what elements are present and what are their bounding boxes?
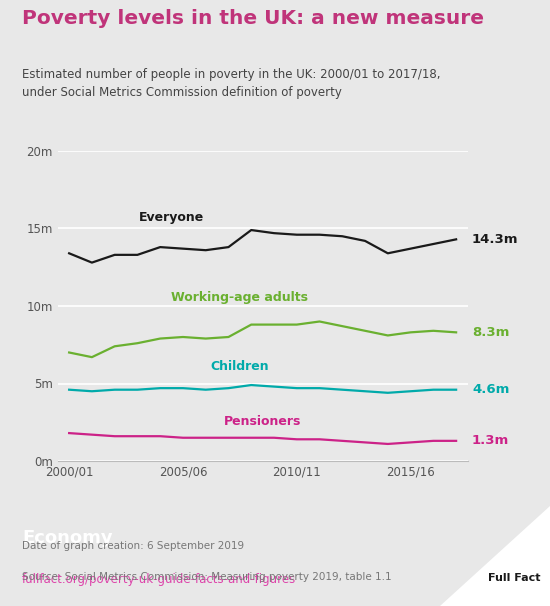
Text: 1.3m: 1.3m [472, 435, 509, 447]
Text: 14.3m: 14.3m [472, 233, 519, 246]
Text: fullfact.org/poverty-uk-guide-facts-and-figures: fullfact.org/poverty-uk-guide-facts-and-… [22, 573, 296, 585]
Text: 4.6m: 4.6m [472, 383, 509, 396]
Text: Everyone: Everyone [139, 211, 204, 224]
Text: Date of graph creation: 6 September 2019: Date of graph creation: 6 September 2019 [22, 541, 244, 551]
Text: Estimated number of people in poverty in the UK: 2000/01 to 2017/18,
under Socia: Estimated number of people in poverty in… [22, 68, 441, 99]
Text: Source: Social Metrics Commission: Measuring poverty 2019, table 1.1: Source: Social Metrics Commission: Measu… [22, 572, 392, 582]
Text: Working-age adults: Working-age adults [172, 291, 309, 304]
Text: Pensioners: Pensioners [224, 416, 301, 428]
Text: Children: Children [211, 361, 269, 373]
Text: Economy: Economy [22, 529, 113, 547]
Text: Poverty levels in the UK: a new measure: Poverty levels in the UK: a new measure [22, 9, 484, 28]
Text: Full Fact: Full Fact [488, 573, 541, 583]
Polygon shape [440, 506, 550, 606]
Text: 8.3m: 8.3m [472, 326, 509, 339]
